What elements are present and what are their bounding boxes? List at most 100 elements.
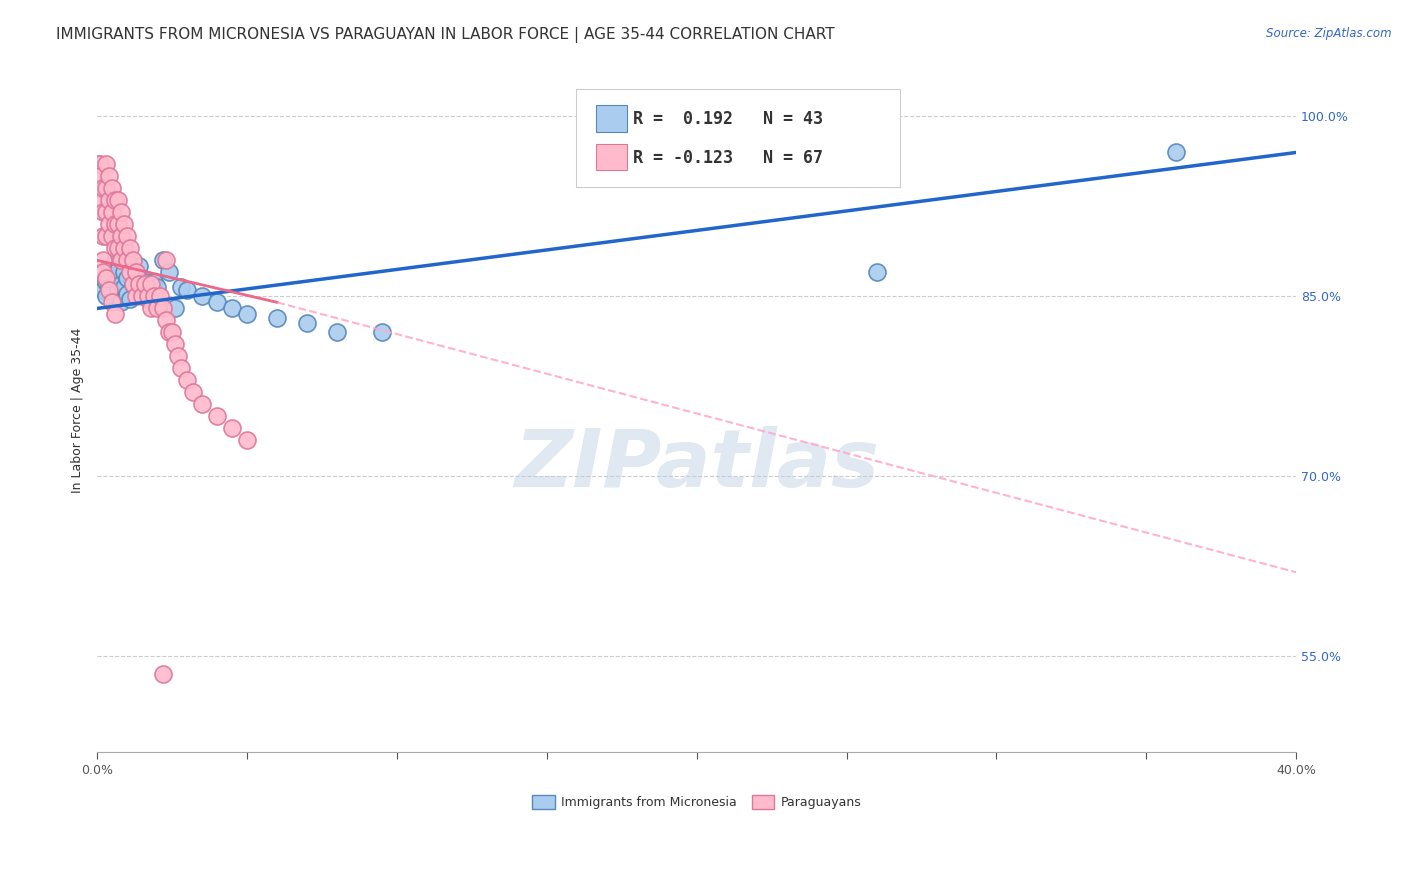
Point bbox=[98, 169, 121, 184]
Point bbox=[93, 265, 115, 279]
Text: ZIPatlas: ZIPatlas bbox=[515, 426, 879, 504]
Point bbox=[98, 280, 121, 294]
Text: R =  0.192   N = 43: R = 0.192 N = 43 bbox=[633, 110, 823, 128]
Point bbox=[120, 241, 142, 255]
Point bbox=[104, 307, 127, 321]
Point bbox=[101, 205, 124, 219]
Point bbox=[141, 277, 163, 292]
Point bbox=[865, 265, 887, 279]
Point bbox=[96, 271, 118, 285]
Point bbox=[165, 301, 187, 316]
Point bbox=[98, 218, 121, 232]
Point bbox=[120, 265, 142, 279]
Point bbox=[112, 265, 135, 279]
Point bbox=[122, 253, 145, 268]
Point bbox=[93, 253, 115, 268]
Point bbox=[131, 284, 153, 298]
Point bbox=[295, 316, 318, 330]
Point bbox=[110, 295, 132, 310]
Point bbox=[96, 275, 118, 289]
Point bbox=[191, 397, 214, 411]
Point bbox=[207, 409, 229, 424]
Point bbox=[101, 229, 124, 244]
Point bbox=[112, 280, 135, 294]
Point bbox=[89, 157, 111, 171]
Text: Source: ZipAtlas.com: Source: ZipAtlas.com bbox=[1267, 27, 1392, 40]
Point bbox=[143, 275, 166, 289]
Point bbox=[176, 373, 198, 387]
Point bbox=[155, 313, 177, 327]
Point bbox=[117, 287, 139, 301]
Point bbox=[122, 277, 145, 292]
Point bbox=[104, 194, 127, 208]
Point bbox=[125, 289, 148, 303]
Point bbox=[236, 434, 259, 448]
Point bbox=[110, 253, 132, 268]
Point bbox=[134, 275, 156, 289]
Point bbox=[266, 310, 288, 325]
Point bbox=[157, 265, 180, 279]
Point bbox=[89, 277, 111, 292]
Point bbox=[107, 194, 129, 208]
Point bbox=[101, 181, 124, 195]
Point bbox=[165, 337, 187, 351]
Point bbox=[93, 229, 115, 244]
Point bbox=[104, 241, 127, 255]
Point bbox=[152, 667, 174, 681]
Point bbox=[221, 301, 243, 316]
Point bbox=[98, 284, 121, 298]
Point bbox=[93, 181, 115, 195]
Legend: Immigrants from Micronesia, Paraguayans: Immigrants from Micronesia, Paraguayans bbox=[527, 789, 866, 814]
Point bbox=[143, 289, 166, 303]
Point bbox=[170, 361, 193, 376]
Point bbox=[96, 205, 118, 219]
Point bbox=[170, 280, 193, 294]
Point bbox=[176, 284, 198, 298]
Point bbox=[112, 218, 135, 232]
Point bbox=[104, 253, 127, 268]
Point bbox=[96, 229, 118, 244]
Y-axis label: In Labor Force | Age 35-44: In Labor Force | Age 35-44 bbox=[72, 327, 84, 493]
Point bbox=[120, 292, 142, 306]
Point bbox=[146, 301, 169, 316]
Point bbox=[101, 260, 124, 274]
Point bbox=[104, 268, 127, 282]
Point bbox=[157, 326, 180, 340]
Point bbox=[93, 284, 115, 298]
Point bbox=[107, 263, 129, 277]
Point bbox=[96, 181, 118, 195]
Point bbox=[110, 205, 132, 219]
Point bbox=[125, 265, 148, 279]
Text: R = -0.123   N = 67: R = -0.123 N = 67 bbox=[633, 149, 823, 167]
Point bbox=[221, 421, 243, 435]
Point bbox=[87, 157, 110, 171]
Point bbox=[96, 289, 118, 303]
Point bbox=[1166, 145, 1188, 160]
Point bbox=[138, 292, 160, 306]
Point bbox=[128, 260, 150, 274]
Point bbox=[98, 194, 121, 208]
Point bbox=[112, 241, 135, 255]
Point bbox=[110, 229, 132, 244]
Point bbox=[110, 277, 132, 292]
Point bbox=[104, 218, 127, 232]
Point bbox=[107, 241, 129, 255]
Point bbox=[138, 289, 160, 303]
Point bbox=[117, 271, 139, 285]
Point bbox=[89, 194, 111, 208]
Point bbox=[122, 277, 145, 292]
Point bbox=[98, 265, 121, 279]
Point bbox=[87, 181, 110, 195]
Point bbox=[93, 205, 115, 219]
Point bbox=[128, 277, 150, 292]
Point bbox=[117, 229, 139, 244]
Point bbox=[141, 301, 163, 316]
Point bbox=[146, 280, 169, 294]
Point bbox=[141, 284, 163, 298]
Point bbox=[152, 301, 174, 316]
Point bbox=[155, 253, 177, 268]
Point bbox=[152, 253, 174, 268]
Point bbox=[107, 284, 129, 298]
Point bbox=[167, 350, 190, 364]
Point bbox=[191, 289, 214, 303]
